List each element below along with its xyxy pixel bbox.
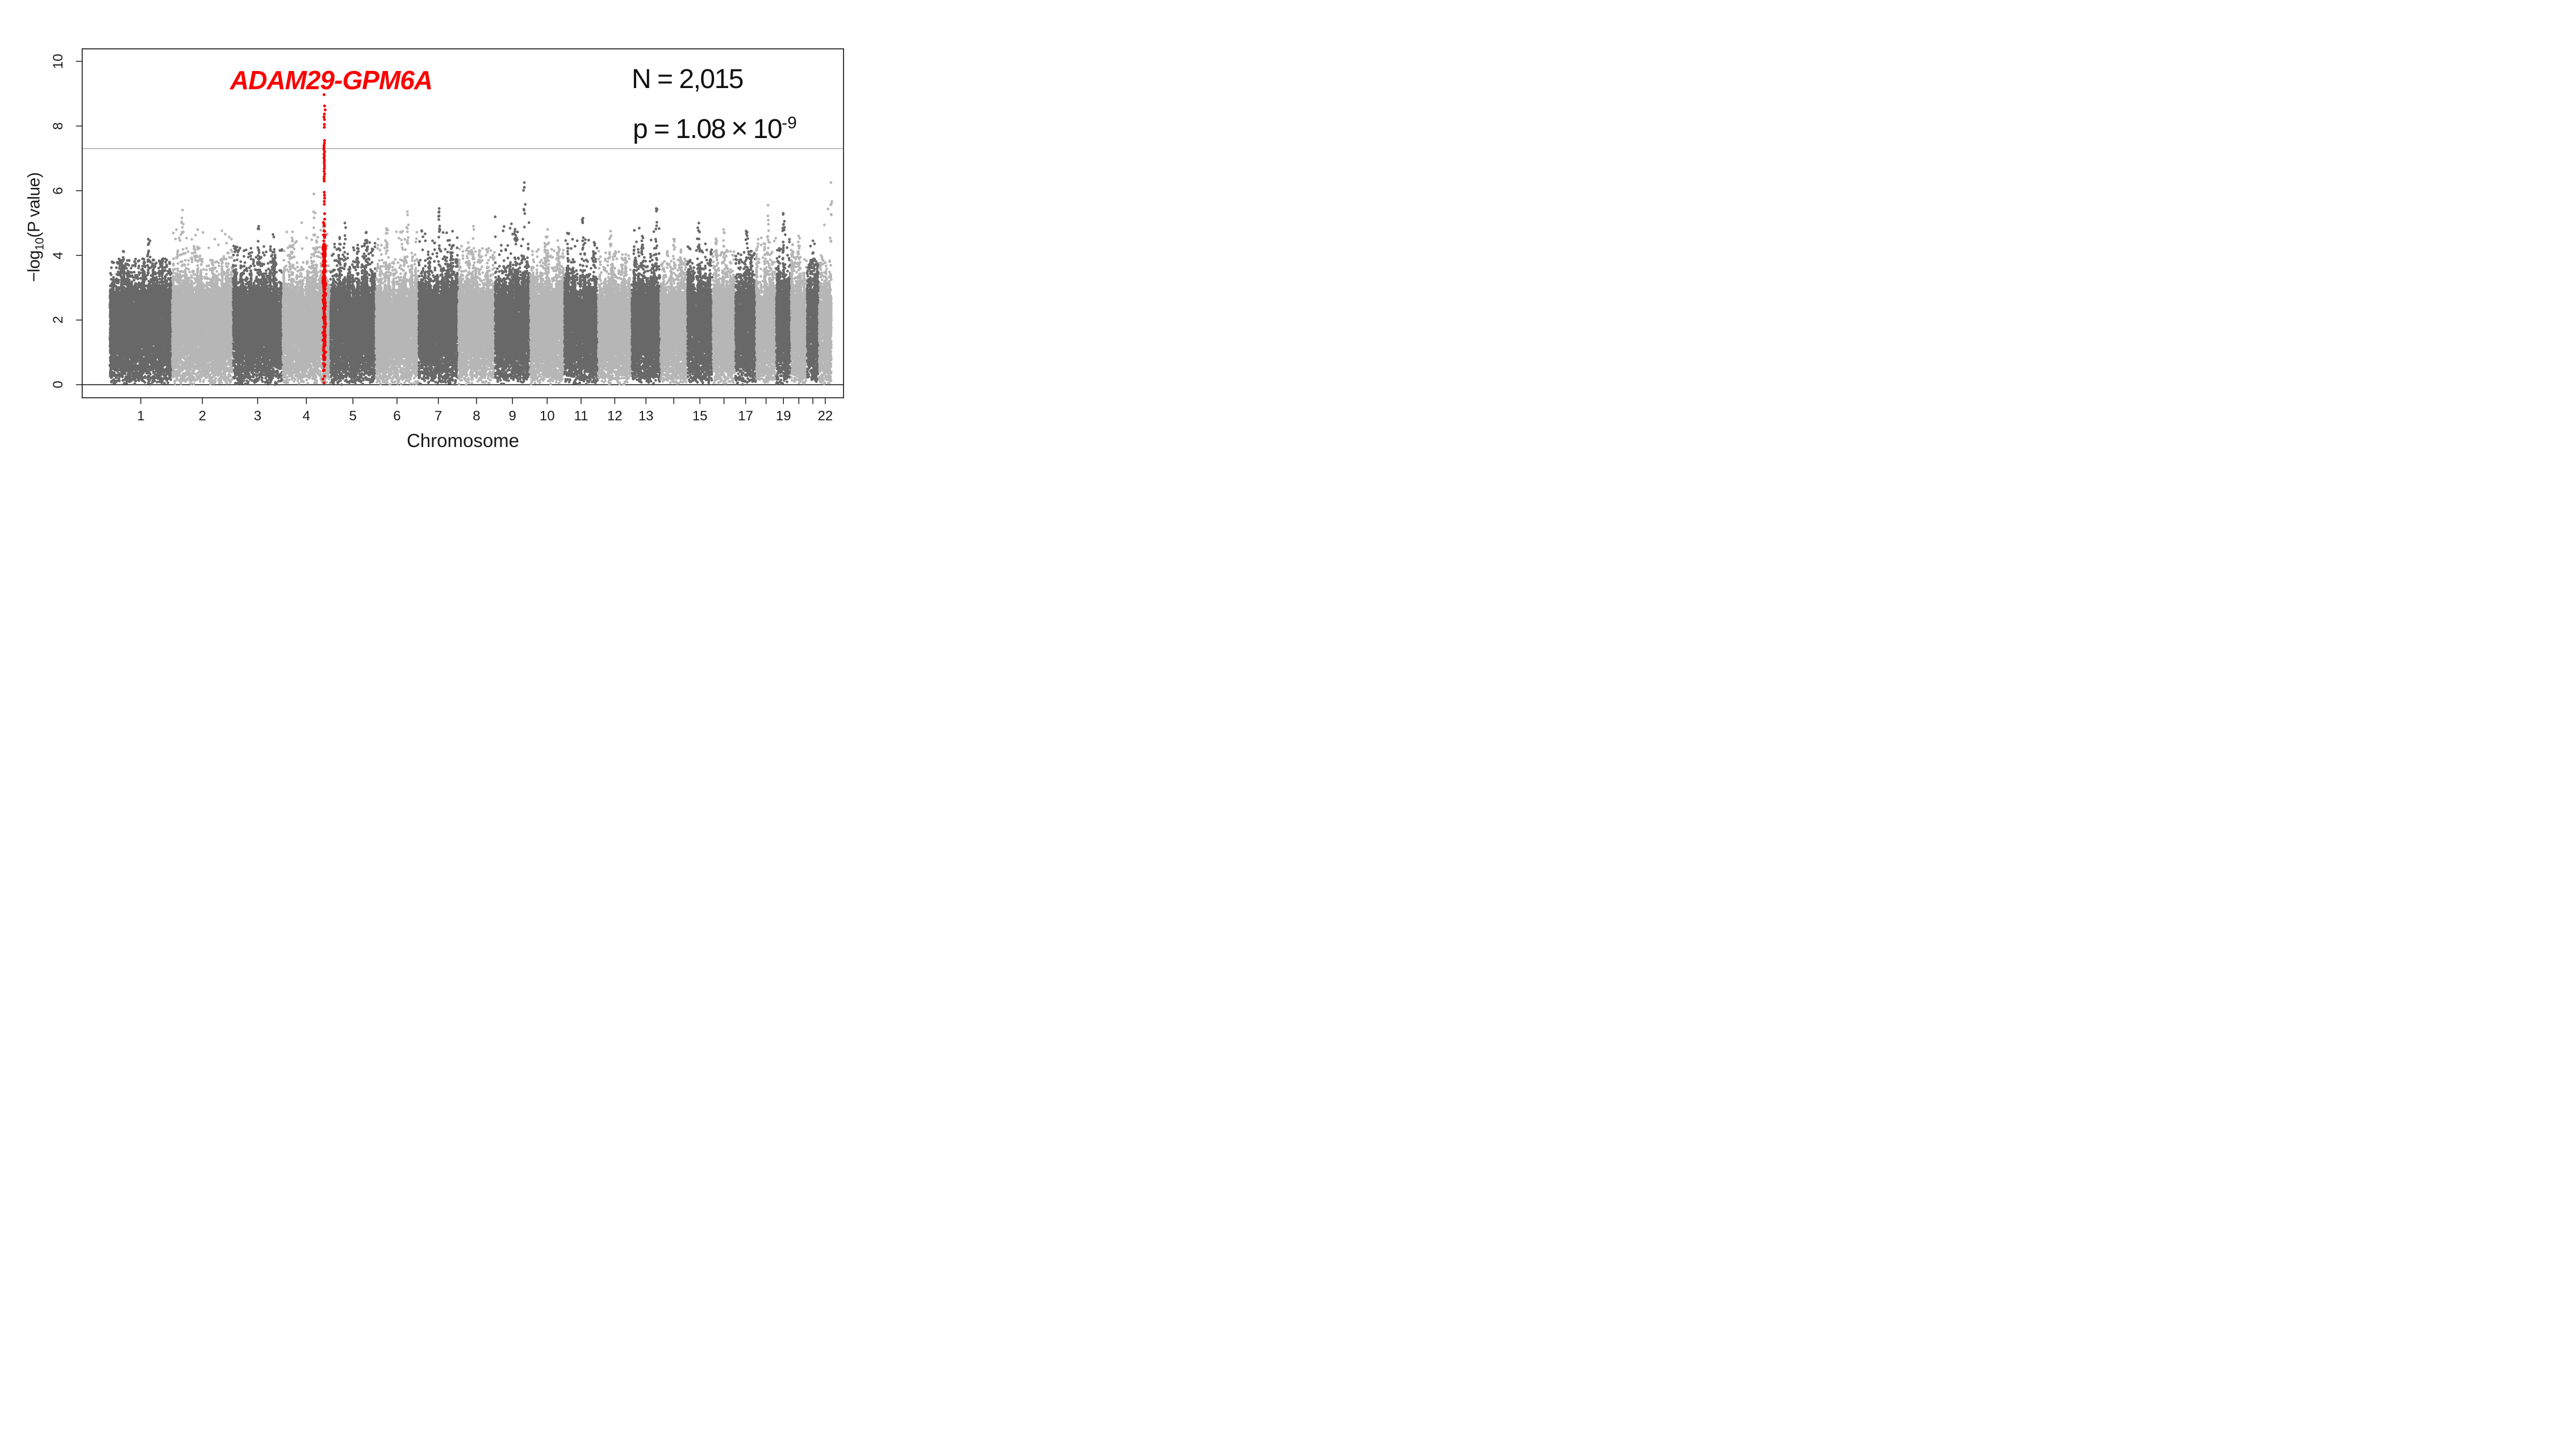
x-tick-label-17: 17: [738, 408, 754, 424]
x-tick-label-1: 1: [137, 408, 145, 424]
x-tick-label-9: 9: [508, 408, 516, 424]
multiplication-sign: ×: [730, 112, 748, 145]
y-axis-title-prefix: −log: [24, 250, 44, 282]
x-tick-label-13: 13: [638, 408, 654, 424]
y-tick-label-10: 10: [51, 53, 66, 69]
x-tick-label-15: 15: [692, 408, 708, 424]
x-tick-label-22: 22: [817, 408, 833, 424]
y-axis-title: −log10(P value): [25, 173, 47, 282]
x-tick-label-12: 12: [607, 408, 623, 424]
p-value-prefix: p = 1.08: [633, 114, 726, 144]
sample-size-annotation: N = 2,015: [632, 64, 744, 94]
y-axis-title-subscript: 10: [33, 237, 47, 250]
x-tick-label-3: 3: [253, 408, 262, 424]
p-value-exponent: -9: [782, 114, 797, 132]
p-value-annotation: p = 1.08 × 10-9: [633, 111, 797, 145]
x-tick-label-8: 8: [473, 408, 481, 424]
highlight-gene-label: ADAM29-GPM6A: [230, 65, 433, 95]
y-tick-label-4: 4: [51, 251, 66, 260]
x-tick-label-5: 5: [349, 408, 357, 424]
x-tick-label-19: 19: [775, 408, 791, 424]
y-tick-label-8: 8: [51, 122, 66, 130]
x-tick-label-10: 10: [539, 408, 555, 424]
x-axis-title: Chromosome: [406, 430, 520, 451]
x-tick-label-4: 4: [302, 408, 310, 424]
x-tick-label-2: 2: [198, 408, 207, 424]
y-tick-label-2: 2: [51, 316, 66, 324]
p-value-base: 10: [753, 114, 783, 144]
y-axis-title-suffix: (P value): [24, 172, 44, 238]
y-tick-label-6: 6: [51, 187, 66, 195]
x-tick-label-11: 11: [574, 408, 588, 424]
manhattan-plot-canvas: [0, 0, 859, 483]
y-tick-label-0: 0: [51, 381, 66, 389]
x-tick-label-7: 7: [434, 408, 442, 424]
manhattan-plot-figure: −log10(P value) Chromosome ADAM29-GPM6A …: [0, 0, 859, 483]
x-tick-label-6: 6: [393, 408, 401, 424]
